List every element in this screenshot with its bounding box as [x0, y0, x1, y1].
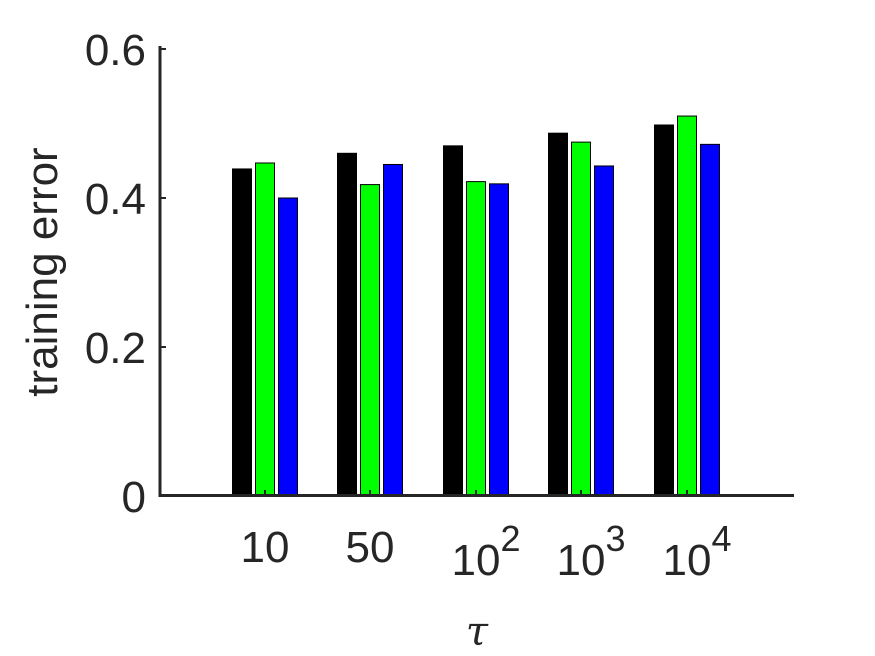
bar-s3-c5 — [700, 143, 720, 497]
y-tick-label: 0 — [122, 473, 146, 522]
bar-s1-c4 — [548, 132, 568, 497]
bar-s2-c4 — [571, 141, 591, 497]
y-tick-label: 0.4 — [85, 175, 146, 224]
bar-s2-c5 — [677, 115, 697, 497]
x-axis-title: τ — [466, 609, 489, 655]
bar-s1-c1 — [232, 168, 252, 497]
bar-s2-c2 — [360, 184, 380, 497]
bar-s1-c3 — [443, 145, 463, 497]
x-ticks-group: 10 50 102 103 104 — [241, 490, 732, 585]
y-axis-title: training error — [18, 147, 67, 396]
bar-s1-c5 — [654, 124, 674, 497]
x-tick-label: 104 — [663, 518, 732, 585]
y-ticks-group: 0 0.2 0.4 0.6 — [85, 26, 166, 522]
bar-s2-c3 — [466, 181, 486, 497]
bar-s3-c1 — [278, 197, 298, 497]
y-tick-label: 0.6 — [85, 26, 146, 75]
bar-s3-c4 — [594, 165, 614, 497]
bar-s3-c3 — [489, 183, 509, 497]
x-tick-label: 10 — [241, 523, 290, 572]
x-tick-label: 102 — [452, 518, 521, 585]
x-tick-label: 103 — [557, 518, 626, 585]
bars-group — [232, 115, 720, 497]
bar-s2-c1 — [255, 162, 275, 497]
y-tick-label: 0.2 — [85, 324, 146, 373]
bar-s3-c2 — [383, 163, 403, 497]
bar-s1-c2 — [337, 152, 357, 497]
x-tick-label: 50 — [346, 523, 395, 572]
